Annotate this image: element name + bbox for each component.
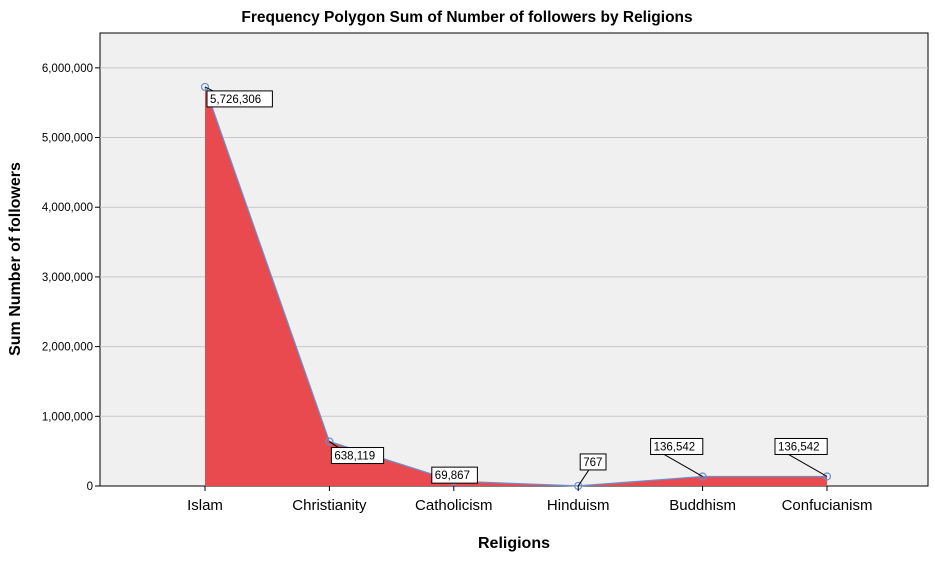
- y-tick-label: 5,000,000: [42, 133, 93, 145]
- chart-title: Frequency Polygon Sum of Number of follo…: [241, 9, 692, 26]
- data-label-box: [774, 437, 828, 455]
- data-labels: 5,726,306 638,119 69,867 767 136,542 136,542: [204, 86, 828, 487]
- data-label: 638,119: [334, 451, 375, 463]
- axis-ticks: 0 1,000,000 2,000,000 3,000,000 4,000,000 5,0…: [42, 63, 873, 514]
- data-label-leader: [577, 467, 591, 487]
- data-label-box: [650, 437, 704, 455]
- y-tick-label: 0: [87, 481, 93, 493]
- x-tick-label: Confucianism: [782, 497, 873, 514]
- data-label: 136,542: [778, 441, 820, 453]
- data-label-leader: [784, 452, 828, 477]
- data-label-box: [206, 90, 273, 108]
- x-tick-label: Catholicism: [415, 497, 493, 514]
- y-tick-label: 3,000,000: [42, 272, 93, 284]
- area-series: [200, 82, 832, 491]
- data-label: 767: [583, 457, 602, 469]
- data-label: 69,867: [435, 470, 470, 482]
- x-tick-label: Buddhism: [669, 497, 736, 514]
- data-point: [822, 472, 832, 481]
- y-tick-label: 1,000,000: [42, 411, 93, 423]
- data-point: [325, 437, 334, 446]
- data-label-box: [431, 466, 478, 484]
- series-line: [204, 86, 827, 487]
- data-label: 5,726,306: [210, 94, 261, 106]
- x-tick-label: Hinduism: [547, 497, 610, 514]
- y-tick-label: 2,000,000: [42, 342, 93, 354]
- x-tick-label: Islam: [187, 497, 223, 514]
- data-label: 136,542: [654, 441, 696, 453]
- area-fill: [205, 86, 827, 486]
- y-tick-label: 4,000,000: [42, 202, 93, 214]
- y-tick-label: 6,000,000: [42, 63, 93, 75]
- data-label-box: [330, 447, 385, 465]
- data-label-box: [579, 453, 607, 471]
- data-label-leader: [660, 452, 703, 477]
- y-axis-label: Sum Number of followers: [7, 162, 24, 356]
- data-point: [698, 472, 707, 481]
- x-tick-label: Christianity: [292, 497, 367, 514]
- x-axis-label: Religions: [478, 535, 550, 552]
- data-point: [200, 82, 210, 92]
